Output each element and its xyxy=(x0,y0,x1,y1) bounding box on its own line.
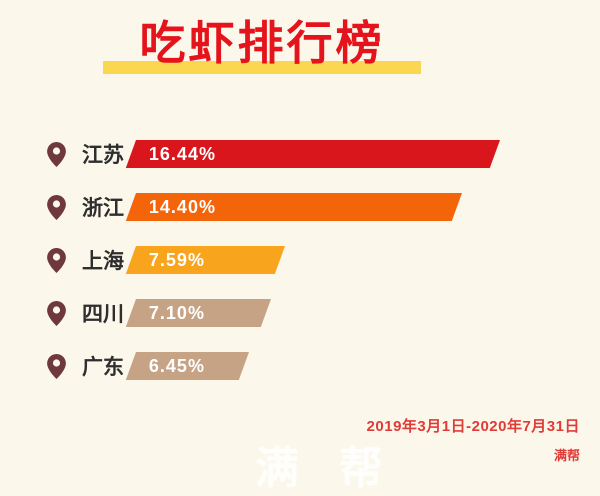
ranking-row: 四川 7.10% xyxy=(0,299,600,327)
infographic-canvas: 满帮 吃虾排行榜 江苏 16.44% 浙江 14.40% xyxy=(0,14,600,493)
bar: 7.59% xyxy=(125,246,285,274)
chart-title-block: 吃虾排行榜 xyxy=(103,14,421,74)
region-label: 浙江 xyxy=(82,197,124,220)
location-pin-icon xyxy=(47,141,67,167)
bar-value-label: 7.59% xyxy=(148,250,205,270)
location-pin-icon xyxy=(47,194,67,220)
bar-value-label: 14.40% xyxy=(148,197,216,217)
location-pin-icon xyxy=(47,300,67,326)
region-label: 上海 xyxy=(82,250,124,273)
source-label: 满帮 xyxy=(553,448,580,463)
location-pin-icon xyxy=(47,247,67,273)
ranking-list: 江苏 16.44% 浙江 14.40% 上海 7.59% xyxy=(0,140,600,380)
bar: 7.10% xyxy=(125,299,271,327)
bar: 14.40% xyxy=(125,193,462,221)
region-label: 江苏 xyxy=(82,144,124,167)
bar-value-label: 7.10% xyxy=(148,303,205,323)
date-range-label: 2019年3月1日-2020年7月31日 xyxy=(366,418,580,435)
bar: 6.45% xyxy=(125,352,249,380)
bar-value-label: 16.44% xyxy=(148,144,216,164)
location-pin-icon xyxy=(47,353,67,379)
footer: 2019年3月1日-2020年7月31日 满帮 xyxy=(367,415,580,464)
bar-value-label: 6.45% xyxy=(148,356,205,376)
ranking-row: 广东 6.45% xyxy=(0,352,600,380)
ranking-row: 上海 7.59% xyxy=(0,246,600,274)
ranking-row: 浙江 14.40% xyxy=(0,193,600,221)
region-label: 广东 xyxy=(82,356,124,379)
title-highlight-bar xyxy=(103,61,421,74)
region-label: 四川 xyxy=(82,303,124,326)
chart-title: 吃虾排行榜 xyxy=(139,17,385,69)
ranking-row: 江苏 16.44% xyxy=(0,140,600,168)
bar: 16.44% xyxy=(125,140,500,168)
